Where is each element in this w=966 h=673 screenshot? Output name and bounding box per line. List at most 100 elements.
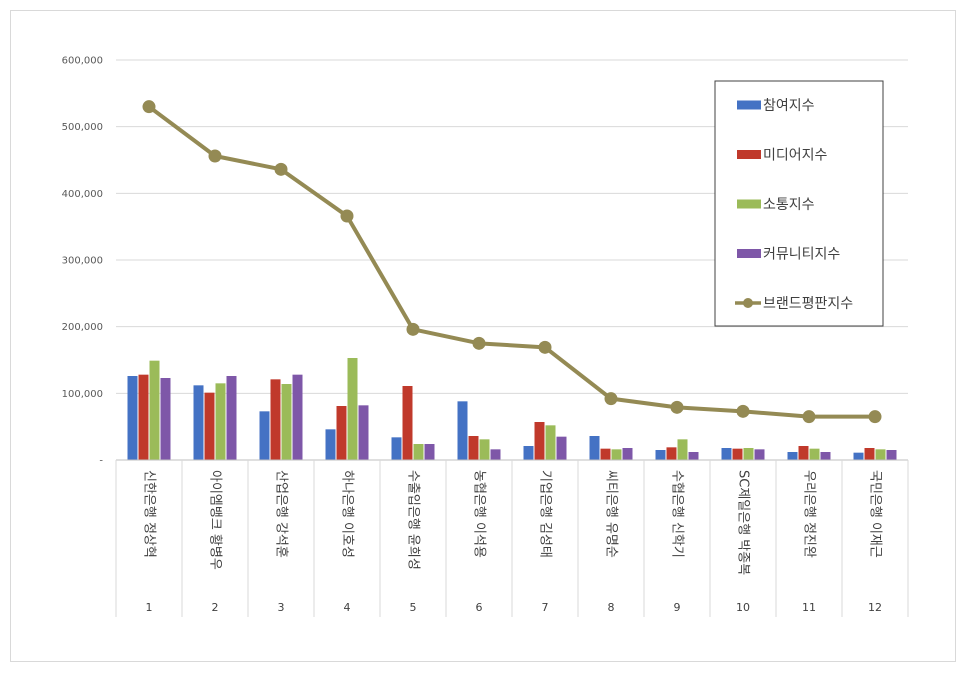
bar-참여지수-6 [457,401,468,460]
bar-미디어지수-5 [402,386,413,460]
legend-swatch-커뮤니티지수 [737,249,761,258]
line-브랜드평판지수 [147,105,875,419]
bar-커뮤니티지수-11 [820,452,831,460]
bar-커뮤니티지수-12 [886,450,897,460]
bar-참여지수-7 [523,446,534,460]
legend-swatch-소통지수 [737,199,761,209]
bar-소통지수-5 [413,444,424,460]
bar-미디어지수-8 [600,448,611,460]
x-category-label: 우리은행 정진완 [802,470,818,558]
bar-커뮤니티지수-3 [292,374,303,460]
y-tick-label: 500,000 [62,122,103,133]
legend-swatch-marker [743,298,753,308]
x-index-label: 4 [344,601,351,614]
bar-소통지수-2 [215,383,226,460]
legend-label: 소통지수 [763,197,815,213]
bar-미디어지수-7 [534,422,545,460]
line-point-9 [670,400,684,414]
y-tick-label: - [99,456,103,467]
x-category-label: 수출입은행 윤희성 [406,470,422,570]
x-category-label: 씨티은행 유명순 [604,470,620,558]
y-tick-label: 100,000 [62,389,103,400]
bar-커뮤니티지수-1 [160,378,171,460]
bar-소통지수-7 [545,425,556,460]
y-tick-label: 200,000 [62,322,103,333]
line-point-11 [802,410,816,424]
line-series [142,100,882,424]
bar-미디어지수-2 [204,392,215,460]
bar-미디어지수-9 [666,447,677,460]
x-index-label: 6 [476,601,483,614]
y-axis-ticks: - 100,000 200,000 300,000 400,000 500,000 600,… [62,56,104,467]
bar-커뮤니티지수-10 [754,449,765,460]
bar-참여지수-10 [721,448,732,460]
bar-marks [127,358,897,460]
bar-커뮤니티지수-2 [226,376,237,460]
bar-커뮤니티지수-7 [556,436,567,460]
x-index-label: 7 [542,601,549,614]
x-category-label: 신한은행 정상혁 [142,470,158,558]
line-point-12 [868,410,882,424]
line-point-6 [472,336,486,350]
legend-label: 미디어지수 [763,148,828,164]
bar-소통지수-6 [479,439,490,460]
legend-label: 참여지수 [763,98,815,114]
bar-소통지수-10 [743,448,754,460]
bar-커뮤니티지수-6 [490,449,501,460]
legend-swatch-참여지수 [737,100,761,110]
bar-미디어지수-4 [336,406,347,460]
bar-미디어지수-12 [864,448,875,460]
line-point-8 [604,392,618,406]
bar-참여지수-1 [127,376,138,460]
x-index-label: 1 [146,601,153,614]
bar-참여지수-11 [787,452,798,460]
x-index-label: 12 [868,601,882,614]
line-point-3 [274,162,288,176]
line-point-2 [208,149,222,163]
y-tick-label: 600,000 [62,56,103,67]
y-tick-label: 300,000 [62,256,103,267]
legend-label: 커뮤니티지수 [763,247,840,263]
line-point-10 [736,404,750,418]
bar-커뮤니티지수-8 [622,448,633,460]
x-category-label: SC제일은행 박종복 [736,470,752,575]
bar-소통지수-8 [611,449,622,460]
bar-참여지수-2 [193,385,204,460]
x-index-label: 3 [278,601,285,614]
x-category-label: 하나은행 이호성 [340,470,356,558]
line-point-1 [142,100,156,114]
bar-소통지수-4 [347,358,358,460]
line-point-4 [340,209,354,223]
x-index-label: 8 [608,601,615,614]
bar-참여지수-12 [853,452,864,460]
bar-미디어지수-11 [798,446,809,460]
bar-참여지수-5 [391,437,402,460]
x-category-label: 기업은행 김성태 [538,470,554,558]
x-category-label: 농협은행 이석용 [472,470,488,558]
x-index-label: 5 [410,601,417,614]
bar-미디어지수-10 [732,448,743,460]
bar-소통지수-12 [875,449,886,460]
legend-label: 브랜드평판지수 [763,296,853,312]
x-axis: 신한은행 정상혁 1 아이엠뱅크 황병우 2 산업은행 강석훈 3 하나은행 이호성 4 수출입… [115,459,909,617]
x-index-label: 2 [212,601,219,614]
line-point-5 [406,322,420,336]
x-index-label: 11 [802,601,816,614]
x-index-label: 9 [674,601,681,614]
bar-참여지수-9 [655,450,666,460]
bar-소통지수-1 [149,360,160,460]
bar-커뮤니티지수-5 [424,444,435,460]
bar-참여지수-4 [325,429,336,460]
bar-커뮤니티지수-9 [688,452,699,460]
legend-swatch-미디어지수 [737,150,761,159]
x-category-label: 국민은행 이재근 [868,470,884,558]
bar-소통지수-11 [809,448,820,460]
x-category-label: 아이엠뱅크 황병우 [208,470,223,570]
bar-참여지수-3 [259,411,270,460]
bar-미디어지수-1 [138,374,149,460]
bar-참여지수-8 [589,436,600,460]
x-category-label: 수협은행 신학기 [670,470,686,558]
x-category-label: 산업은행 강석훈 [274,470,290,558]
